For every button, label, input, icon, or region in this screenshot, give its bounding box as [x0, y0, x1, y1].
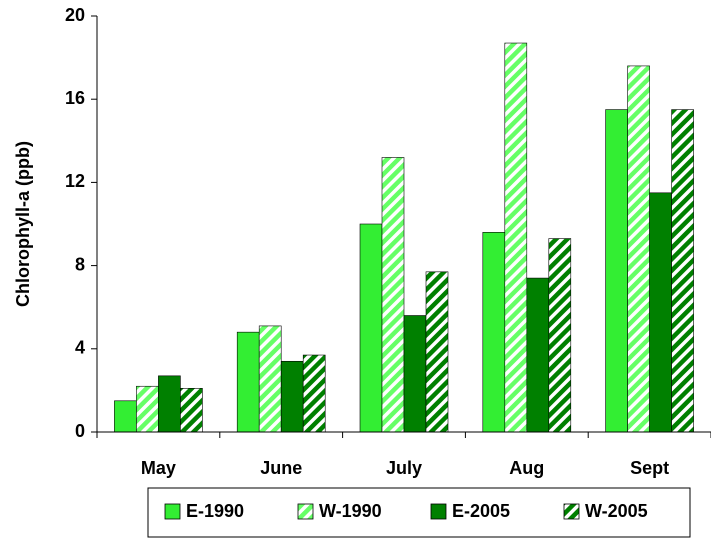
legend-label: W-2005	[585, 501, 648, 521]
legend-swatch	[563, 503, 580, 520]
legend-label: E-2005	[452, 501, 510, 521]
bar	[236, 331, 260, 433]
bar	[605, 109, 628, 433]
y-tick-label: 16	[65, 88, 85, 108]
y-axis-label: Chlorophyll-a (ppb)	[13, 141, 33, 307]
bar	[258, 325, 282, 433]
y-tick-label: 4	[75, 338, 85, 358]
bar	[627, 65, 650, 433]
bar	[671, 109, 694, 433]
legend-label: W-1990	[319, 501, 382, 521]
bar	[359, 223, 383, 433]
x-tick-label: May	[141, 458, 176, 478]
x-tick-label: June	[260, 458, 302, 478]
bar	[548, 238, 572, 433]
y-tick-label: 8	[75, 254, 85, 274]
x-tick-label: July	[386, 458, 422, 478]
bar	[504, 42, 528, 433]
bar	[482, 232, 506, 433]
bar	[280, 360, 304, 433]
y-tick-label: 12	[65, 171, 85, 191]
legend-box	[147, 487, 691, 538]
bar	[649, 192, 672, 433]
bar	[136, 385, 159, 433]
legend-swatch	[297, 503, 314, 520]
legend-label: E-1990	[186, 501, 244, 521]
bar	[425, 271, 449, 433]
bar	[114, 400, 137, 433]
bar	[180, 388, 203, 433]
bar	[158, 375, 181, 433]
x-tick-label: Sept	[630, 458, 669, 478]
y-tick-label: 0	[75, 421, 85, 441]
x-tick-label: Aug	[509, 458, 544, 478]
y-tick-label: 20	[65, 5, 85, 25]
bar	[403, 315, 427, 433]
bar	[526, 277, 550, 433]
bar	[302, 354, 326, 433]
legend-swatch	[164, 503, 181, 520]
bar	[381, 157, 405, 433]
legend-swatch	[430, 503, 447, 520]
